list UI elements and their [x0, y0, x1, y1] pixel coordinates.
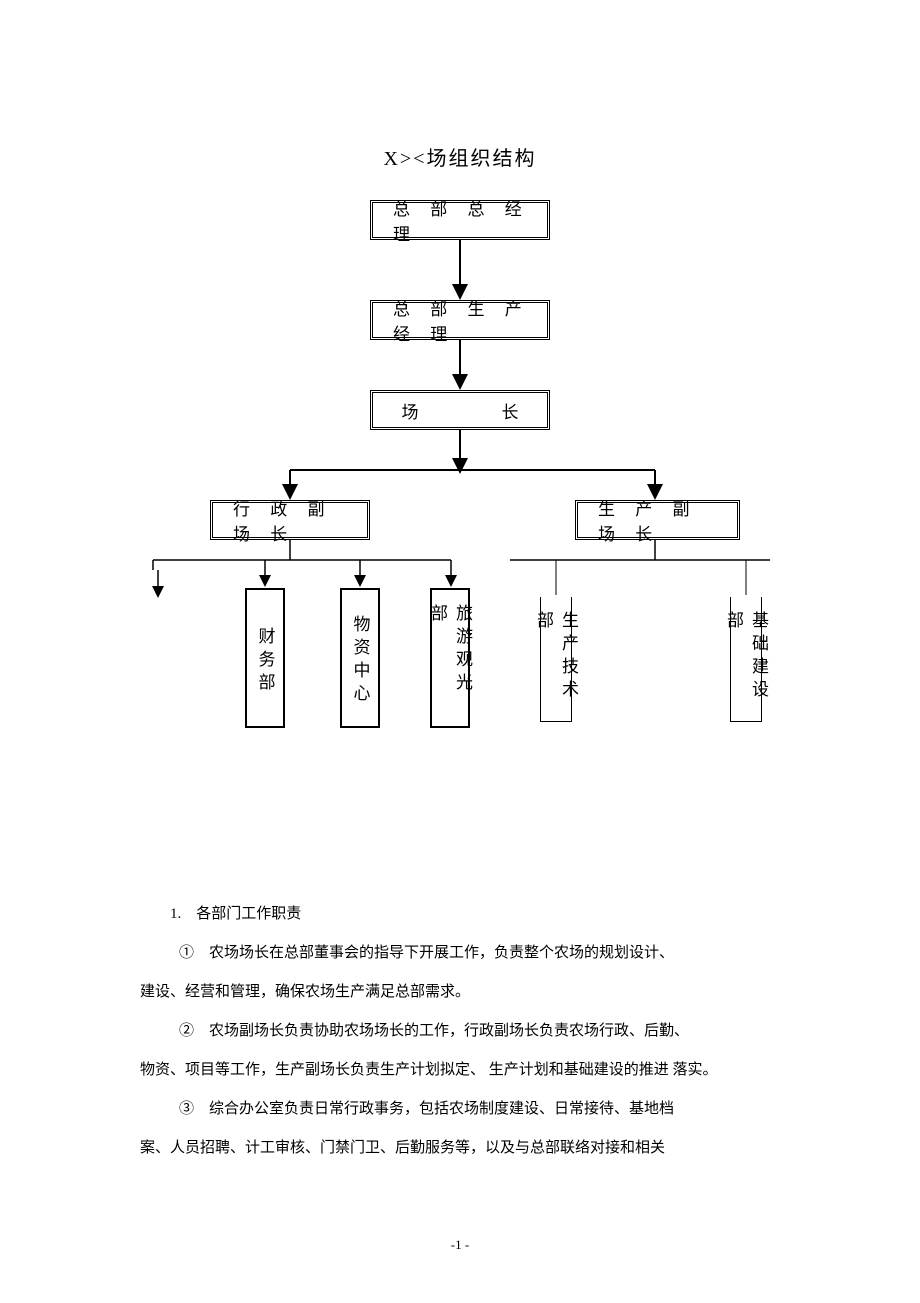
paragraph-1: ① 农场场长在总部董事会的指导下开展工作，负责整个农场的规划设计、 [140, 934, 780, 973]
paragraph-1b: 建设、经营和管理，确保农场生产满足总部需求。 [140, 973, 780, 1012]
dept-tourism: 旅游观光部 [430, 588, 470, 728]
node-director: 场 长 [370, 390, 550, 430]
org-chart: 总 部 总 经 理 总 部 生 产 经 理 场 长 行 政 副 场 长 生 产 … [0, 200, 920, 740]
paragraph-2b: 物资、项目等工作，生产副场长负责生产计划拟定、 生产计划和基础建设的推进 落实。 [140, 1051, 780, 1090]
dept-materials: 物资中心 [340, 588, 380, 728]
paragraph-2: ② 农场副场长负责协助农场场长的工作，行政副场长负责农场行政、后勤、 [140, 1012, 780, 1051]
dept-finance: 财务部 [245, 588, 285, 728]
page-number: -1 - [0, 1237, 920, 1253]
dept-production-tech: 生产技术部 [540, 597, 572, 722]
body-text: 1. 各部门工作职责 ① 农场场长在总部董事会的指导下开展工作，负责整个农场的规… [140, 895, 780, 1168]
section-heading: 1. 各部门工作职责 [140, 895, 780, 934]
dept-infrastructure: 基础建设部 [730, 597, 762, 722]
paragraph-3b: 案、人员招聘、计工审核、门禁门卫、后勤服务等，以及与总部联络对接和相关 [140, 1129, 780, 1168]
node-admin-deputy: 行 政 副 场 长 [210, 500, 370, 540]
node-pm: 总 部 生 产 经 理 [370, 300, 550, 340]
node-prod-deputy: 生 产 副 场 长 [575, 500, 740, 540]
paragraph-3: ③ 综合办公室负责日常行政事务，包括农场制度建设、日常接待、基地档 [140, 1090, 780, 1129]
page-title: X><场组织结构 [0, 142, 920, 171]
node-gm: 总 部 总 经 理 [370, 200, 550, 240]
